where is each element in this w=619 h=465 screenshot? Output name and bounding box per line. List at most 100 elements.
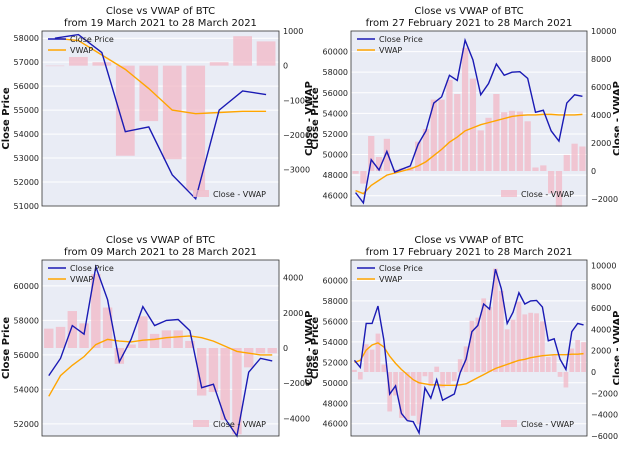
diff-bar	[540, 321, 545, 372]
diff-bar	[256, 41, 276, 66]
diff-bar	[422, 372, 428, 377]
y-tick-label: 52000	[323, 358, 348, 367]
y2-axis-label: Close - VWAP	[612, 81, 619, 156]
diff-bar	[232, 348, 242, 435]
plot-frame	[41, 259, 280, 437]
diff-bar	[461, 47, 469, 171]
y-tick-label: 54000	[323, 338, 348, 347]
y-tick-label: 60000	[323, 276, 348, 285]
diff-bar	[548, 171, 555, 194]
diff-bar	[233, 36, 252, 66]
y2-tick-label: −4000	[591, 411, 618, 420]
close-price-line	[353, 269, 584, 436]
y2-tick-label: 10000	[591, 27, 616, 36]
y2-tick-label: 0	[283, 344, 288, 353]
y2-tick-label: −3000	[283, 166, 310, 175]
diff-bar	[363, 344, 369, 372]
y2-tick-label: 1000	[283, 27, 303, 36]
plot-area	[351, 31, 587, 206]
diff-bar	[475, 317, 481, 372]
diff-bar	[209, 62, 229, 66]
y2-tick-label: 2000	[591, 347, 611, 356]
diff-bar	[393, 372, 398, 396]
diff-bar	[415, 141, 422, 171]
y-tick-label: 52000	[14, 420, 39, 429]
vwap-line	[354, 342, 584, 387]
diff-bar	[540, 165, 547, 171]
legend-vwap-label: VWAP	[379, 275, 402, 284]
diff-bar	[79, 323, 89, 348]
y-tick-label: 54000	[14, 130, 39, 139]
y-axis-label: Close Price	[310, 87, 321, 149]
chart-subtitle: from 19 March 2021 to 28 March 2021	[64, 18, 257, 29]
diff-bar	[375, 333, 381, 372]
diff-bar	[399, 372, 404, 418]
y2-tick-label: 0	[283, 62, 288, 71]
y-tick-label: 58000	[323, 297, 348, 306]
chart-title: Close vs VWAP of BTC	[414, 6, 523, 17]
y2-tick-label: −4000	[283, 414, 310, 423]
y-tick-label: 58000	[14, 34, 39, 43]
y-tick-label: 48000	[323, 171, 348, 180]
legend-diff-label: Close - VWAP	[213, 420, 266, 429]
y2-tick-label: 6000	[591, 304, 611, 313]
diff-bar	[244, 348, 254, 368]
y-tick-label: 52000	[14, 178, 39, 187]
y-tick-label: 46000	[323, 420, 348, 429]
diff-bar	[571, 143, 578, 171]
y-tick-label: 46000	[323, 192, 348, 201]
y-tick-label: 51000	[14, 202, 39, 211]
legend-diff-swatch	[501, 190, 517, 197]
diff-bar	[498, 290, 504, 372]
diff-bar	[504, 329, 510, 372]
diff-bar	[493, 268, 498, 372]
y-tick-label: 57000	[14, 58, 39, 67]
diff-bar	[516, 301, 522, 372]
diff-bar	[581, 342, 586, 372]
y2-tick-label: 0	[591, 167, 596, 176]
diff-bar	[557, 372, 563, 377]
y2-tick-label: −2000	[591, 389, 618, 398]
legend-vwap-label: VWAP	[70, 275, 93, 284]
y2-tick-label: 2000	[283, 309, 303, 318]
plot-frame	[41, 30, 280, 207]
diff-bar	[528, 312, 534, 372]
y2-tick-label: 8000	[591, 283, 611, 292]
diff-bar	[161, 330, 172, 348]
legend-diff-swatch	[193, 190, 209, 197]
y-axis-label: Close Price	[1, 317, 12, 379]
legend-diff-label: Close - VWAP	[213, 190, 266, 199]
diff-bar	[416, 372, 422, 425]
diff-bar	[469, 320, 475, 372]
diff-bar	[563, 372, 569, 388]
y2-tick-label: −2000	[591, 195, 618, 204]
y-tick-label: 60000	[14, 282, 39, 291]
diff-bar	[555, 171, 563, 207]
diff-bar	[469, 78, 477, 171]
y2-tick-label: 4000	[591, 325, 611, 334]
legend-close-label: Close Price	[70, 264, 114, 273]
y2-axis-label: Close - VWAP	[612, 311, 619, 386]
y-tick-label: 50000	[323, 379, 348, 388]
diff-bar	[575, 340, 581, 372]
diff-bar	[185, 340, 195, 348]
y-tick-label: 50000	[323, 151, 348, 160]
diff-bar	[579, 146, 586, 171]
diff-bar	[115, 65, 135, 156]
diff-bar	[430, 99, 437, 171]
diff-bar	[510, 319, 516, 372]
diff-bar	[446, 80, 453, 171]
legend-diff-label: Close - VWAP	[521, 420, 574, 429]
diff-bar	[45, 65, 65, 67]
y2-tick-label: 10000	[591, 261, 616, 270]
diff-bar	[457, 359, 463, 372]
chart-title: Close vs VWAP of BTC	[414, 235, 523, 246]
diff-bar	[428, 372, 434, 386]
diff-bar	[563, 154, 570, 171]
diff-bar	[208, 348, 219, 392]
y-tick-label: 56000	[14, 82, 39, 91]
close-price-line	[48, 264, 273, 438]
vwap-line	[54, 37, 267, 115]
